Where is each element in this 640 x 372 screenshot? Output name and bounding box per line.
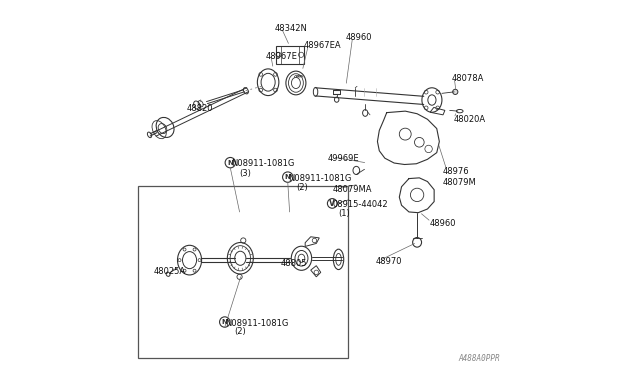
Text: 48079MA: 48079MA: [333, 185, 372, 194]
Bar: [276, 46, 305, 64]
Text: A488A0PPR: A488A0PPR: [458, 354, 500, 363]
Text: (2): (2): [234, 327, 246, 336]
Text: 48967E: 48967E: [266, 52, 298, 61]
Text: 48960: 48960: [346, 33, 372, 42]
Text: 48970: 48970: [376, 257, 402, 266]
Text: (3): (3): [239, 169, 251, 177]
Text: N08911-1081G: N08911-1081G: [289, 174, 352, 183]
Text: N: N: [227, 160, 233, 166]
Text: 48805: 48805: [281, 259, 308, 268]
Text: 48342N: 48342N: [275, 24, 308, 33]
Circle shape: [452, 89, 458, 94]
Text: V: V: [330, 199, 335, 208]
Text: (1): (1): [338, 209, 349, 218]
Bar: [138, 186, 348, 358]
Text: 48960: 48960: [429, 219, 456, 228]
Text: 48976: 48976: [442, 167, 469, 176]
Text: (2): (2): [297, 183, 308, 192]
Text: 48078A: 48078A: [452, 74, 484, 83]
Text: 48820: 48820: [186, 104, 213, 113]
Text: 48025A: 48025A: [153, 267, 186, 276]
Text: N: N: [222, 319, 228, 325]
Text: N: N: [285, 174, 291, 180]
Text: N08911-1081G: N08911-1081G: [225, 319, 289, 328]
Text: 48020A: 48020A: [453, 115, 486, 124]
Text: 48967EA: 48967EA: [303, 41, 341, 50]
Text: 49969E: 49969E: [328, 154, 359, 163]
Text: N08911-1081G: N08911-1081G: [231, 159, 294, 168]
Text: 08915-44042: 08915-44042: [333, 200, 388, 209]
Text: 48079M: 48079M: [442, 178, 476, 187]
